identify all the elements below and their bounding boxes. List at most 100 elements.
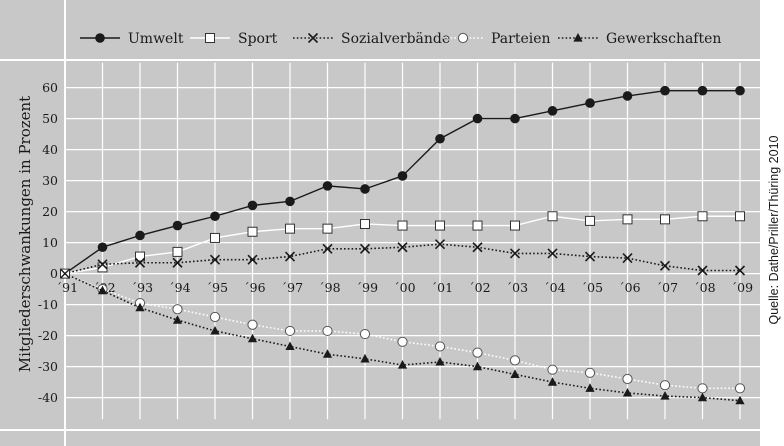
y-tick-label: 10 xyxy=(42,235,58,250)
data-point xyxy=(697,392,708,402)
data-point xyxy=(135,302,145,312)
data-point xyxy=(360,353,370,363)
data-point xyxy=(135,230,145,241)
data-point xyxy=(435,356,445,366)
data-point xyxy=(247,254,258,265)
data-point xyxy=(434,239,446,250)
y-tick-label: 30 xyxy=(42,173,58,188)
data-point xyxy=(97,262,108,273)
data-point xyxy=(322,325,333,337)
y-tick-label: -30 xyxy=(38,359,58,374)
data-point xyxy=(210,232,220,243)
data-point xyxy=(172,220,183,231)
series-umwelt xyxy=(64,85,745,275)
data-point xyxy=(284,251,296,262)
data-point xyxy=(397,242,408,253)
data-point xyxy=(660,85,670,96)
data-point xyxy=(472,361,483,371)
legend-entry: Sport xyxy=(190,31,278,47)
x-tick-label: ´94 xyxy=(168,280,190,295)
data-point xyxy=(585,383,595,392)
data-point xyxy=(472,347,483,358)
source-note: Quelle: Dathe/Priller/Thüring 2010 xyxy=(767,135,781,324)
x-tick-label: ´95 xyxy=(206,280,228,295)
data-point xyxy=(397,220,408,231)
x-tick-label: ´06 xyxy=(618,280,640,295)
data-point xyxy=(547,248,558,259)
data-point xyxy=(509,355,521,366)
series-parteien xyxy=(64,272,746,394)
legend-label: Parteien xyxy=(491,31,551,47)
legend-label: Umwelt xyxy=(128,31,184,47)
x-tick-label: ´07 xyxy=(656,280,678,295)
data-point xyxy=(397,336,408,347)
data-point xyxy=(697,85,708,96)
data-point xyxy=(172,246,183,257)
plot-background xyxy=(0,0,760,446)
data-point xyxy=(210,211,220,222)
series-layer xyxy=(60,85,746,405)
data-point xyxy=(734,383,746,394)
data-point xyxy=(359,328,371,340)
y-tick-label: 60 xyxy=(42,80,58,95)
data-point xyxy=(584,251,596,262)
data-point xyxy=(134,257,146,268)
data-point xyxy=(322,243,333,254)
data-point xyxy=(209,311,221,323)
data-point xyxy=(660,214,670,225)
data-point xyxy=(585,98,595,108)
x-tick-label: ´04 xyxy=(543,280,565,295)
data-point xyxy=(622,214,633,225)
data-point xyxy=(210,325,220,335)
data-point xyxy=(205,33,215,43)
data-point xyxy=(457,32,469,44)
x-tick-label: ´93 xyxy=(131,280,153,295)
data-point xyxy=(622,91,633,101)
data-point xyxy=(622,253,633,264)
data-point xyxy=(735,211,745,222)
data-point xyxy=(509,248,521,259)
data-point xyxy=(434,341,446,352)
data-point xyxy=(322,181,333,191)
y-tick-label: -40 xyxy=(38,390,58,405)
x-tick-label: ´99 xyxy=(356,280,378,295)
data-point xyxy=(510,113,520,124)
data-point xyxy=(659,260,671,271)
data-point xyxy=(622,387,633,397)
data-point xyxy=(622,373,633,385)
data-point xyxy=(172,315,183,324)
data-point xyxy=(735,395,745,405)
data-point xyxy=(547,211,558,222)
x-tick-label: ´08 xyxy=(693,280,715,295)
data-point xyxy=(735,85,745,96)
data-point xyxy=(135,251,145,262)
data-point xyxy=(209,254,221,265)
y-tick-label: -20 xyxy=(38,328,58,343)
data-point xyxy=(510,369,520,378)
data-point xyxy=(697,211,708,222)
data-point xyxy=(697,383,708,394)
y-axis-label: Mitgliederschwankungen in Prozent xyxy=(16,96,34,372)
y-tick-label: 50 xyxy=(42,111,58,126)
origin-marker xyxy=(60,268,70,279)
legend-entry: Umwelt xyxy=(80,31,184,47)
data-point xyxy=(435,220,445,231)
data-point xyxy=(547,106,558,116)
data-point xyxy=(285,341,295,351)
data-point xyxy=(573,33,583,42)
data-point xyxy=(97,242,108,253)
data-point xyxy=(584,367,596,378)
data-point xyxy=(585,215,595,226)
legend-label: Gewerkschaften xyxy=(606,31,721,47)
legend-label: Sozialverbände xyxy=(341,31,450,47)
data-point xyxy=(660,391,670,400)
y-tick-label: 20 xyxy=(42,204,58,219)
data-point xyxy=(472,220,483,231)
data-point xyxy=(247,333,258,343)
data-point xyxy=(285,196,295,207)
legend: Umwelt Sport Sozialverbände Parteien Gewerks… xyxy=(80,31,721,47)
x-tick-label: ´96 xyxy=(243,280,265,295)
legend-entry: Gewerkschaften xyxy=(558,31,721,47)
legend-entry: Parteien xyxy=(443,31,551,47)
x-tick-label: ´00 xyxy=(393,280,415,295)
